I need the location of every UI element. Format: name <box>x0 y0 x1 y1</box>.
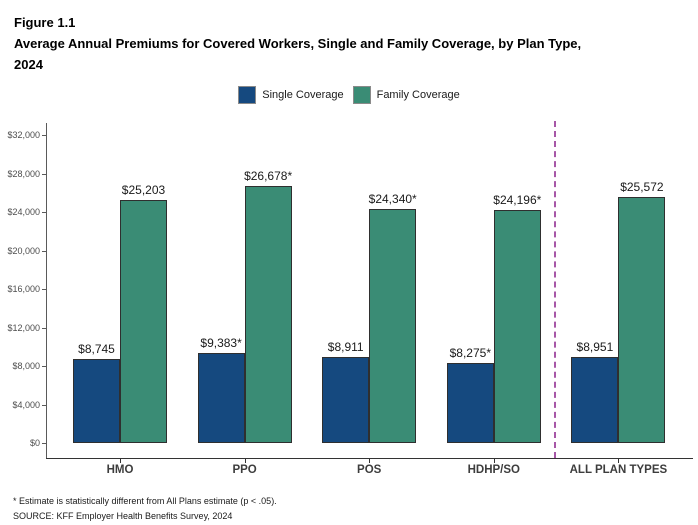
bar-value-label: $25,572 <box>620 179 664 194</box>
legend-swatch-icon <box>352 86 371 104</box>
footnotes: * Estimate is statistically different fr… <box>13 494 277 524</box>
x-axis-category-label: HDHP/SO <box>467 464 520 476</box>
legend-item: Single Coverage <box>238 86 344 104</box>
x-axis-tick <box>493 459 495 463</box>
y-axis-tick <box>42 212 46 213</box>
bar-family <box>369 208 417 443</box>
legend-label: Single Coverage <box>262 89 344 101</box>
x-axis-tick <box>244 459 246 463</box>
y-axis-tick-label: $20,000 <box>7 245 40 256</box>
y-axis-tick-label: $8,000 <box>12 361 40 371</box>
x-axis-tick <box>120 459 121 463</box>
bar-value-label: $24,196* <box>493 193 542 208</box>
chart-legend: Single Coverage Family Coverage <box>0 86 698 104</box>
bar-value-label: $25,203 <box>121 183 166 198</box>
x-axis-line <box>46 458 693 459</box>
bar-value-label: $8,911 <box>327 340 364 355</box>
y-axis-tick <box>42 173 46 175</box>
legend-item: Family Coverage <box>352 86 460 104</box>
y-axis-tick-label: $24,000 <box>7 207 40 217</box>
y-axis-tick <box>42 366 46 367</box>
y-axis-tick <box>42 443 46 444</box>
bar-value-label: $26,678* <box>244 169 293 184</box>
x-axis-tick <box>369 459 371 463</box>
bar-family <box>244 186 292 443</box>
y-axis-tick-label: $16,000 <box>7 284 40 294</box>
bar-family <box>493 210 541 443</box>
bar-single <box>197 352 245 443</box>
all-plans-separator-line <box>554 121 556 458</box>
y-axis-tick-label: $32,000 <box>7 130 40 140</box>
y-axis-tick <box>42 327 46 329</box>
y-axis-tick <box>42 135 46 136</box>
y-axis-tick <box>42 250 46 252</box>
figure-header: Figure 1.1 Average Annual Premiums for C… <box>14 12 674 75</box>
bar-single <box>571 356 619 443</box>
bar-value-label: $8,275* <box>449 346 491 361</box>
y-axis-tick-label: $12,000 <box>7 322 40 333</box>
y-axis-tick-label: $4,000 <box>12 399 40 410</box>
bar-value-label: $24,340* <box>368 191 417 206</box>
legend-label: Family Coverage <box>376 89 460 101</box>
bar-single <box>446 363 494 443</box>
bar-single <box>73 358 120 443</box>
bar-value-label: $9,383* <box>200 335 242 350</box>
y-axis-tick-label: $28,000 <box>7 168 40 179</box>
legend-swatch-icon <box>238 86 257 104</box>
x-axis-category-label: ALL PLAN TYPES <box>569 464 668 476</box>
footnote-significance: * Estimate is statistically different fr… <box>13 496 277 506</box>
y-axis-tick <box>42 289 46 290</box>
figure-title-line: 2024 <box>14 57 43 72</box>
y-axis-tick <box>42 404 46 406</box>
y-axis-line <box>46 123 47 458</box>
bar-family <box>618 196 666 443</box>
bar-value-label: $8,951 <box>576 339 614 354</box>
y-axis-tick-label: $0 <box>29 438 40 448</box>
bar-single <box>322 357 370 443</box>
figure-title-line: Average Annual Premiums for Covered Work… <box>14 36 582 51</box>
bar-value-label: $8,745 <box>78 341 115 356</box>
x-axis-tick <box>618 459 620 463</box>
x-axis-category-label: PPO <box>232 464 257 476</box>
x-axis-category-label: HMO <box>106 464 134 476</box>
figure-label: Figure 1.1 <box>14 15 76 30</box>
bar-family <box>120 200 167 443</box>
x-axis-category-label: POS <box>357 464 382 476</box>
figure-title: Average Annual Premiums for Covered Work… <box>14 33 674 75</box>
footnote-source: SOURCE: KFF Employer Health Benefits Sur… <box>13 511 233 521</box>
